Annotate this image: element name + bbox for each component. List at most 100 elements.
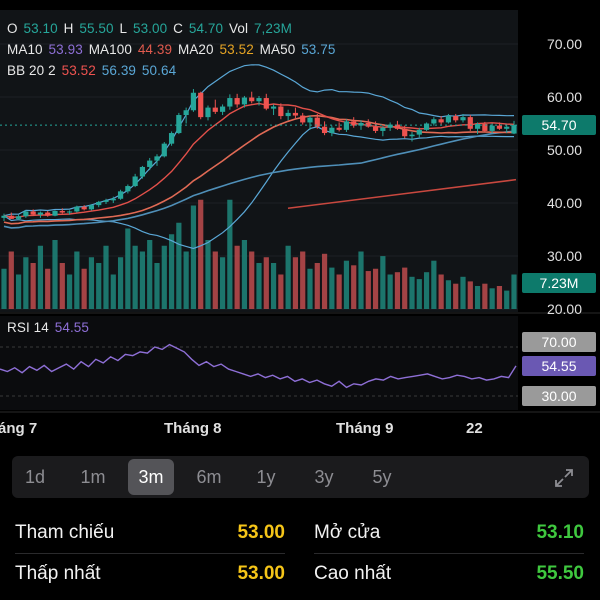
ma50-line xyxy=(3,130,515,229)
candle-body xyxy=(161,143,167,157)
volume-bar xyxy=(270,263,277,309)
volume-bar xyxy=(154,263,160,309)
volume-bar xyxy=(139,251,146,309)
price-chart[interactable] xyxy=(0,0,600,445)
divider xyxy=(15,553,285,554)
volume-bar xyxy=(190,205,197,309)
close-value: 54.70 xyxy=(188,21,224,36)
candle-body xyxy=(496,125,503,129)
volume-bar xyxy=(321,253,328,309)
candle-body xyxy=(30,211,36,215)
candle-body xyxy=(1,215,7,218)
candle-body xyxy=(205,107,211,118)
candle-body xyxy=(249,97,255,102)
candle-body xyxy=(278,106,284,117)
candle-body xyxy=(329,127,335,134)
candle-body xyxy=(504,126,510,129)
candle-body xyxy=(81,206,87,210)
volume-bar xyxy=(212,251,218,309)
candle-body xyxy=(37,212,44,215)
volume-bar xyxy=(161,245,167,309)
volume-bar xyxy=(489,288,495,309)
open-value: 53.10 xyxy=(23,21,58,36)
volume-bar xyxy=(52,240,58,309)
candle-body xyxy=(23,211,29,217)
ma10-value: 53.93 xyxy=(48,42,83,57)
candle-body xyxy=(343,121,350,130)
volume-bar xyxy=(66,274,73,309)
high-stat-value: 55.50 xyxy=(536,563,584,584)
candle-body xyxy=(474,124,481,129)
volume-bar xyxy=(467,281,473,309)
reference-label: Tham chiếu xyxy=(15,522,115,543)
volume-bar xyxy=(285,245,291,309)
volume-bar xyxy=(249,251,255,309)
volume-bar xyxy=(15,274,22,309)
candle-body xyxy=(467,117,473,129)
candle-body xyxy=(45,212,51,216)
candle-body xyxy=(300,115,306,123)
candle-body xyxy=(117,191,124,199)
volume-bar xyxy=(416,279,422,309)
candle-body xyxy=(409,134,415,137)
timeframe-3m[interactable]: 3m xyxy=(128,459,174,495)
candle-body xyxy=(227,98,233,107)
volume-bar xyxy=(45,268,51,309)
rsi-70-tag: 70.00 xyxy=(522,332,596,352)
volume-bar xyxy=(445,280,452,309)
candle-body xyxy=(416,129,422,135)
candle-body xyxy=(460,117,466,121)
price-tick-20: 20.00 xyxy=(546,301,582,317)
volume-bar xyxy=(103,245,109,309)
timeframe-5y[interactable]: 5y xyxy=(372,467,392,487)
volume-bar xyxy=(402,267,408,309)
volume-bar xyxy=(263,257,269,309)
candle-body xyxy=(351,121,357,126)
volume-bar xyxy=(168,234,175,309)
volume-bar xyxy=(460,276,466,309)
ma20-value: 53.52 xyxy=(219,42,254,57)
rsi-30-tag: 30.00 xyxy=(522,386,596,406)
volume-bar xyxy=(329,267,335,309)
candle-body xyxy=(453,116,459,121)
timeframe-bar xyxy=(12,456,589,498)
candle-body xyxy=(168,133,175,144)
timeframe-1m[interactable]: 1m xyxy=(80,467,106,487)
volume-bar xyxy=(205,240,211,309)
candle-body xyxy=(438,119,444,123)
volume-bar xyxy=(30,263,36,309)
volume-bar xyxy=(474,286,481,309)
volume-bar xyxy=(110,274,116,309)
timeframe-1d[interactable]: 1d xyxy=(24,467,46,487)
high-label: Cao nhất xyxy=(314,563,392,584)
candle-body xyxy=(154,156,160,161)
timeframe-3y[interactable]: 3y xyxy=(314,467,334,487)
ma50-value: 53.75 xyxy=(301,42,336,57)
open-label: Mở cửa xyxy=(314,522,381,543)
last-price-tag: 54.70 xyxy=(522,115,596,135)
volume-bar xyxy=(504,290,510,309)
volume-bar xyxy=(147,240,153,309)
candle-body xyxy=(365,122,371,127)
volume-bar xyxy=(176,222,182,309)
candle-body xyxy=(74,206,80,212)
candle-body xyxy=(482,124,488,131)
x-label-22: 22 xyxy=(466,420,483,437)
volume-bar xyxy=(365,271,371,309)
candle-body xyxy=(314,117,320,127)
candle-body xyxy=(423,123,430,130)
volume-tag: 7.23M xyxy=(522,273,596,293)
candle-body xyxy=(380,127,386,131)
candle-body xyxy=(52,210,58,216)
volume-bar xyxy=(453,283,459,309)
candle-body xyxy=(8,215,14,219)
candle-body xyxy=(270,106,277,109)
volume-bar xyxy=(307,268,313,309)
timeframe-6m[interactable]: 6m xyxy=(196,467,222,487)
rsi-value-tag: 54.55 xyxy=(522,356,596,376)
volume-bar xyxy=(241,240,248,309)
timeframe-1y[interactable]: 1y xyxy=(256,467,276,487)
candle-body xyxy=(387,124,393,128)
price-tick-30: 30.00 xyxy=(546,248,582,264)
expand-icon[interactable] xyxy=(553,467,575,489)
